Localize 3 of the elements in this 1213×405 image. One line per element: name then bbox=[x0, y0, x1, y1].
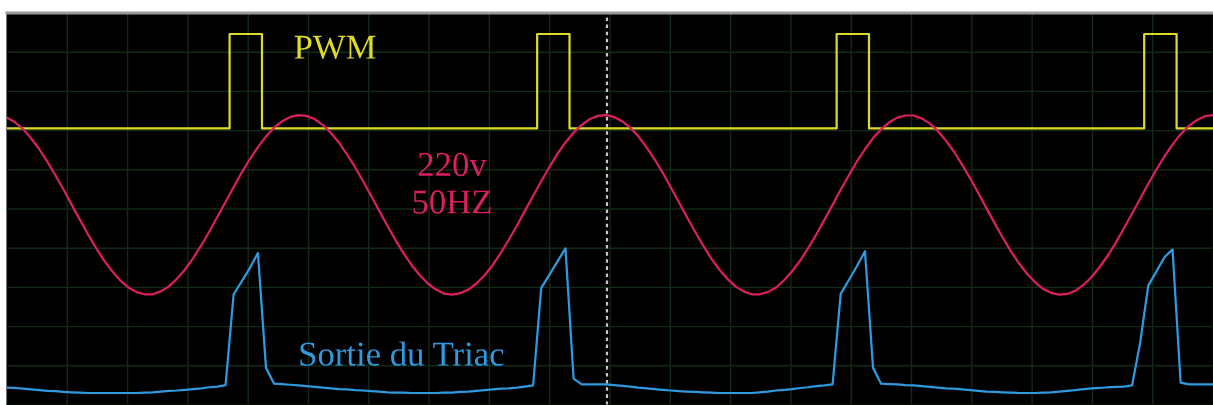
series-label: Sortie du Triac bbox=[300, 341, 504, 366]
series-label: 220v 50HZ bbox=[413, 152, 491, 214]
series-label: PWM bbox=[294, 35, 376, 60]
